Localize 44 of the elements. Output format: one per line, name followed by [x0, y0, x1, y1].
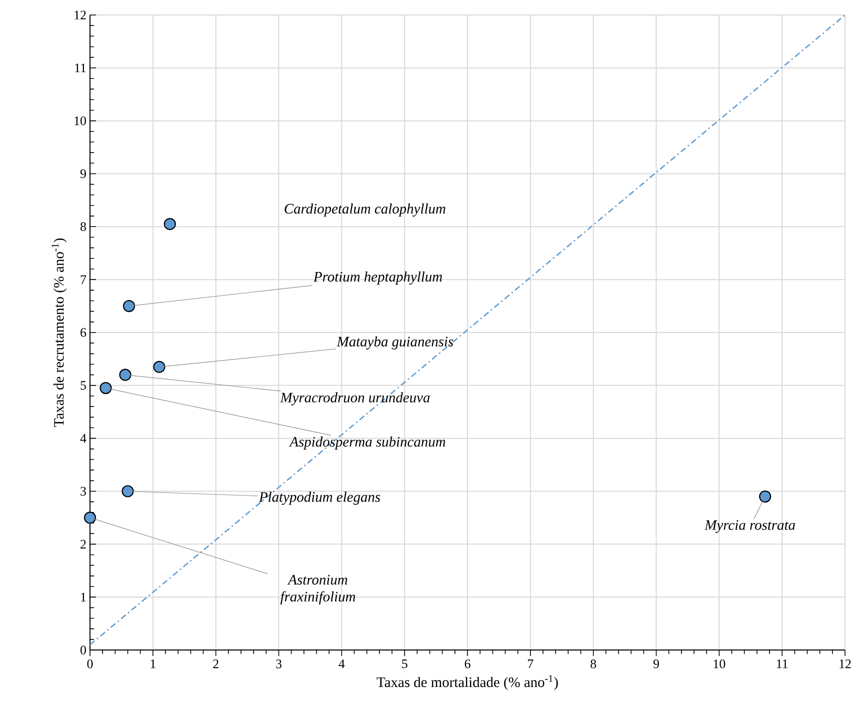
- y-tick-label: 12: [74, 10, 86, 20]
- point: [100, 382, 112, 394]
- x-tick-label: 2: [213, 660, 218, 668]
- y-tick-label: 11: [75, 64, 86, 72]
- y-tick-label: 0: [80, 646, 86, 654]
- annotation: Cardiopetalum calophyllum: [284, 203, 446, 217]
- y-tick-label: 7: [80, 275, 86, 284]
- y-tick-label: 4: [80, 434, 86, 443]
- x-tick-label: 0: [87, 660, 93, 668]
- x-tick-label: 12: [840, 660, 851, 668]
- x-tick-label: 7: [528, 660, 534, 668]
- annotation: Platypodium elegans: [258, 492, 380, 505]
- y-tick-label: 9: [80, 169, 86, 178]
- y-tick-label: 1: [81, 592, 86, 602]
- y-tick-label: 6: [80, 328, 86, 337]
- annotation: Myrcia rostrata: [704, 520, 795, 533]
- point: [122, 485, 134, 498]
- annotation: Protium heptaphyllum: [313, 271, 442, 285]
- y-tick-label: 8: [80, 222, 86, 232]
- y-tick-label: 10: [74, 116, 86, 126]
- y-axis-title: Taxas de recrutamento (% ano$^{-1}$): [52, 238, 67, 427]
- x-tick-label: 11: [776, 660, 788, 668]
- y-tick-label: 5: [80, 381, 86, 390]
- x-tick-label: 9: [653, 660, 659, 668]
- x-tick-label: 8: [590, 660, 596, 668]
- annotation: Myracrodruon urundeuva: [280, 392, 430, 406]
- x-tick-label: 6: [464, 660, 470, 668]
- x-axis-title: Taxas de mortalidade (% ano$^{-1}$): [376, 675, 558, 690]
- x-tick-label: 10: [714, 660, 726, 668]
- x-tick-label: 3: [276, 660, 282, 668]
- x-tick-label: 1: [150, 660, 156, 668]
- x-tick-label: 4: [338, 660, 345, 668]
- point: [759, 490, 772, 503]
- point: [153, 360, 166, 373]
- annotation: Aspidosperma subincanum: [288, 436, 446, 450]
- y-tick-label: 2: [80, 540, 86, 548]
- y-tick-label: 3: [80, 486, 86, 496]
- x-tick-label: 5: [402, 660, 408, 668]
- point: [122, 300, 136, 312]
- point: [119, 368, 132, 381]
- annotation: Matayba guianensis: [336, 336, 454, 350]
- point: [164, 218, 176, 230]
- annotation: Astronium fraxinifolium: [280, 574, 356, 604]
- point: [84, 512, 96, 524]
